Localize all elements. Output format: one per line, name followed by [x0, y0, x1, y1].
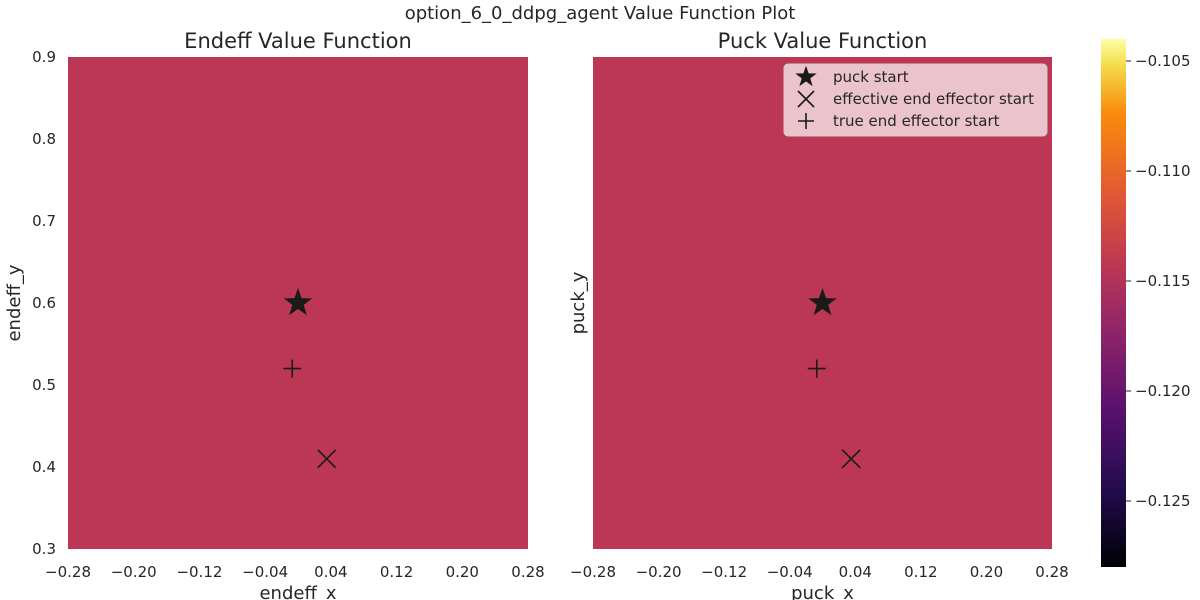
y-tick-label: 0.3	[32, 540, 56, 558]
x-axis-label: puck_x	[791, 583, 854, 600]
effective-end-effector-start-marker	[317, 449, 337, 469]
legend-x-symbol	[797, 90, 815, 108]
y-tick-label: 0.6	[32, 294, 56, 312]
puck-value-function-panel: Puck Value Function −0.28 −0.20 −0.12 −0.04 0…	[568, 29, 1069, 600]
endeff-value-function-panel: Endeff Value Function −0.28 −0.20 −0.12 −0.0…	[4, 29, 545, 600]
x-tick-label: 0.28	[1035, 563, 1068, 581]
puck-start-marker	[283, 288, 313, 316]
legend-plus-symbol	[798, 113, 814, 129]
colorbar-tick-label: −0.115	[1135, 272, 1191, 290]
y-axis-label: endeff_y	[4, 264, 25, 341]
legend-entry-label: true end effector start	[833, 112, 1000, 130]
effective-end-effector-start-marker	[841, 449, 861, 469]
colorbar-tick-label: −0.105	[1135, 52, 1191, 70]
chart-title: Puck Value Function	[718, 29, 928, 53]
x-tick-label: −0.20	[111, 563, 157, 581]
legend-entry-label: puck start	[833, 68, 909, 86]
x-tick-label: 0.04	[314, 563, 347, 581]
y-tick-label: 0.5	[32, 376, 56, 394]
y-tick-label: 0.4	[32, 458, 56, 476]
x-tick-label: 0.20	[970, 563, 1003, 581]
x-tick-label: −0.04	[242, 563, 288, 581]
chart-title: Endeff Value Function	[184, 29, 412, 53]
x-tick-label: −0.28	[570, 563, 616, 581]
colorbar: −0.105 −0.110 −0.115 −0.120 −0.125	[1101, 39, 1191, 567]
x-tick-label: 0.28	[511, 563, 544, 581]
x-tick-label: −0.04	[767, 563, 813, 581]
x-axis-label: endeff_x	[259, 583, 336, 600]
puck-start-marker	[808, 288, 837, 316]
x-tick-label: −0.20	[636, 563, 682, 581]
colorbar-tick-label: −0.110	[1135, 162, 1191, 180]
legend-star-symbol	[795, 65, 817, 87]
colorbar-gradient	[1101, 39, 1126, 567]
x-tick-label: 0.12	[904, 563, 937, 581]
colorbar-tick-label: −0.120	[1135, 382, 1191, 400]
x-tick-label: −0.12	[701, 563, 747, 581]
legend-box	[783, 63, 1048, 137]
y-axis-label: puck_y	[568, 271, 589, 334]
x-tick-label: 0.12	[380, 563, 413, 581]
figure-suptitle: option_6_0_ddpg_agent Value Function Plo…	[405, 3, 796, 24]
y-tick-label: 0.8	[32, 130, 56, 148]
legend-entry-label: effective end effector start	[833, 90, 1034, 108]
x-tick-label: 0.04	[839, 563, 872, 581]
y-tick-label: 0.7	[32, 212, 56, 230]
x-tick-label: 0.20	[446, 563, 479, 581]
true-end-effector-start-marker	[283, 359, 302, 378]
x-tick-label: −0.12	[176, 563, 222, 581]
colorbar-tick-label: −0.125	[1135, 492, 1191, 510]
y-tick-label: 0.9	[32, 48, 56, 66]
true-end-effector-start-marker	[807, 359, 826, 378]
x-tick-label: −0.28	[45, 563, 91, 581]
